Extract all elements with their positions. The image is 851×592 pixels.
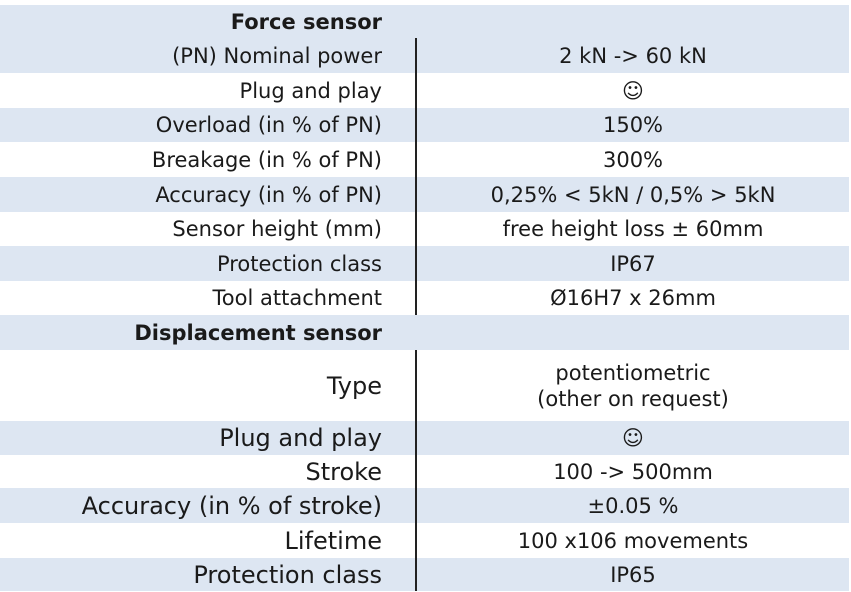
column-divider [415,350,417,591]
row-value: 100 x106 movements [517,528,749,553]
row-value: ☺ [622,425,644,450]
table-row: Type potentiometric (other on request) [0,350,849,421]
row-label: Tool attachment [212,286,382,310]
section-header: Force sensor [0,5,849,38]
section-header: Displacement sensor [0,315,849,350]
table-row: Tool attachment Ø16H7 x 26mm [0,281,849,315]
row-value: IP65 [610,562,656,587]
row-label: Sensor height (mm) [172,217,382,241]
table-row: Plug and play ☺ [0,73,849,108]
row-label: Accuracy (in % of stroke) [81,491,382,520]
table-row: (PN) Nominal power 2 kN -> 60 kN [0,38,849,73]
table-row: Protection class IP67 [0,246,849,281]
table-row: Protection class IP65 [0,558,849,591]
row-label: Plug and play [239,78,382,103]
row-label: Type [326,371,382,400]
row-label: Protection class [216,251,382,276]
row-label: Lifetime [284,526,382,555]
section-title: Displacement sensor [134,320,382,345]
row-value: 150% [602,112,664,137]
table-row: Plug and play ☺ [0,421,849,455]
table-row: Overload (in % of PN) 150% [0,108,849,142]
row-label: Plug and play [219,424,382,452]
row-value: ±0.05 % [587,493,679,518]
row-value: free height loss ± 60mm [502,216,764,241]
row-value: Ø16H7 x 26mm [550,285,716,310]
table-row: Accuracy (in % of PN) 0,25% < 5kN / 0,5% … [0,177,849,212]
section-title: Force sensor [230,9,382,34]
table-row: Lifetime 100 x106 movements [0,523,849,558]
table-row: Sensor height (mm) free height loss ± 60m… [0,212,849,246]
row-value: 2 kN -> 60 kN [559,43,707,68]
row-value: 0,25% < 5kN / 0,5% > 5kN [490,182,776,207]
row-value: IP67 [610,251,656,276]
row-label: Breakage (in % of PN) [151,147,382,172]
row-value: 300% [602,147,664,172]
table-row: Breakage (in % of PN) 300% [0,142,849,177]
row-value: potentiometric (other on request) [537,360,729,411]
row-label: Protection class [193,560,382,589]
row-label: Stroke [305,457,382,486]
row-value: ☺ [622,78,644,103]
row-label: Overload (in % of PN) [155,113,382,137]
table-row: Stroke 100 -> 500mm [0,455,849,488]
column-divider [415,38,417,315]
row-label: Accuracy (in % of PN) [155,182,382,207]
row-value: 100 -> 500mm [553,459,713,484]
row-label: (PN) Nominal power [172,43,382,68]
table-row: Accuracy (in % of stroke) ±0.05 % [0,488,849,523]
